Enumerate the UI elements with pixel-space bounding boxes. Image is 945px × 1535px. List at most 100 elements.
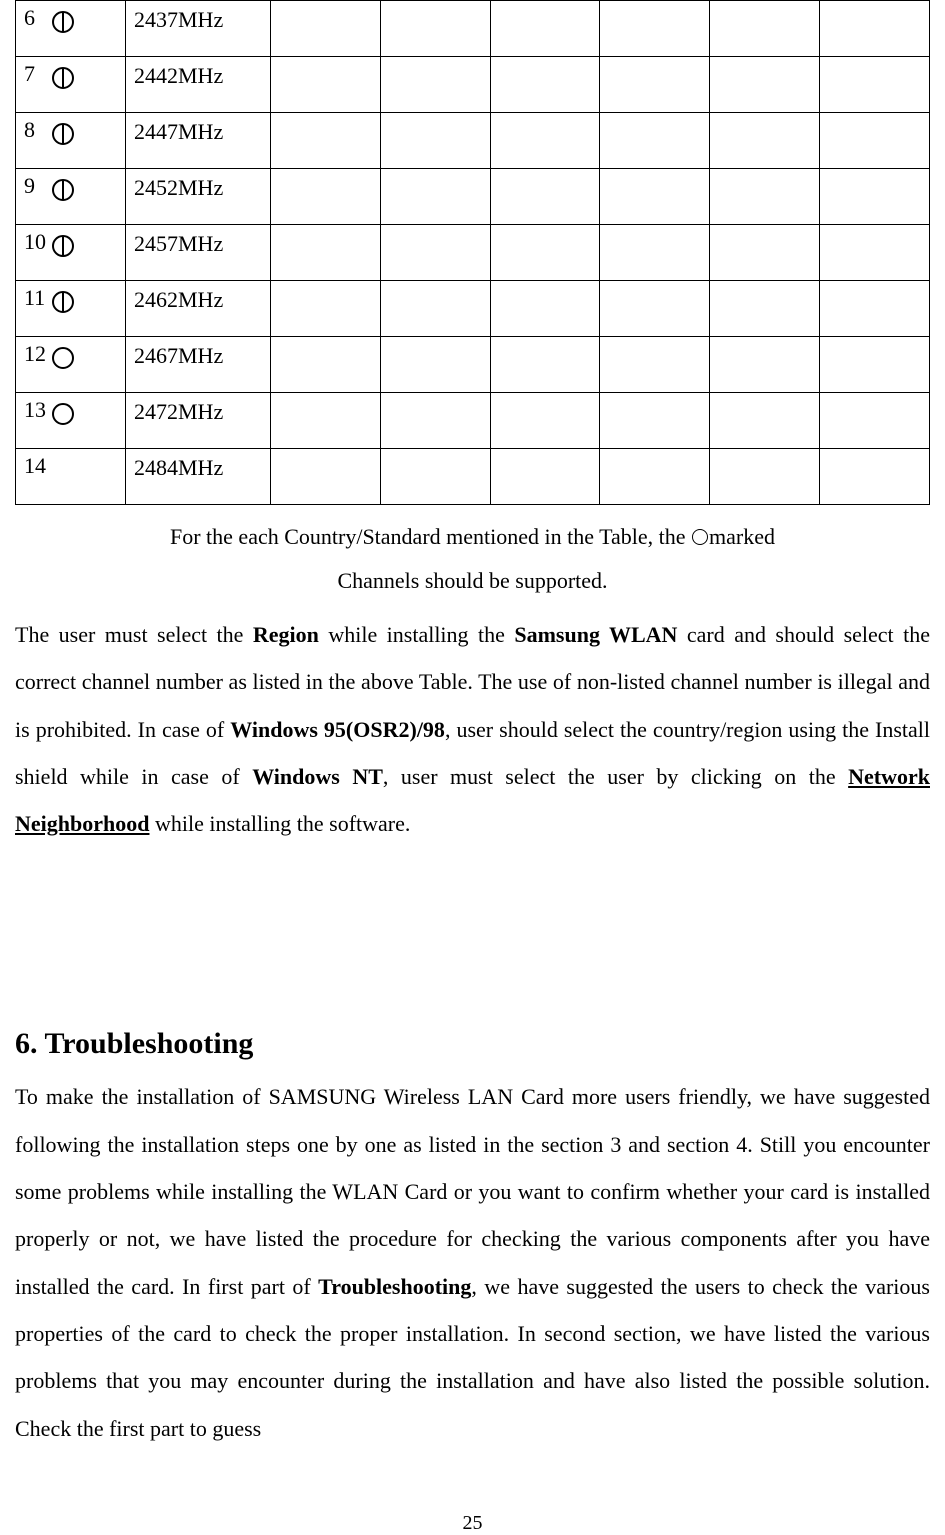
blank-cell — [271, 449, 381, 505]
blank-cell — [710, 449, 820, 505]
blank-cell — [271, 113, 381, 169]
text: , user must select the user by clicking … — [383, 764, 848, 789]
blank-cell — [380, 169, 490, 225]
supported-mark-icon — [52, 11, 74, 33]
blank-cell — [820, 449, 930, 505]
blank-cell — [710, 393, 820, 449]
blank-cell — [271, 57, 381, 113]
blank-cell — [600, 281, 710, 337]
blank-cell — [710, 113, 820, 169]
troubleshooting-paragraph: To make the installation of SAMSUNG Wire… — [15, 1073, 930, 1451]
blank-cell — [380, 1, 490, 57]
blank-cell — [820, 169, 930, 225]
blank-cell — [271, 1, 381, 57]
frequency-cell: 2447MHz — [126, 113, 271, 169]
supported-mark-icon — [52, 179, 74, 201]
blank-cell — [600, 57, 710, 113]
bold-troubleshooting: Troubleshooting — [318, 1274, 471, 1299]
channel-number: 12 — [24, 343, 46, 365]
channel-cell: 7 — [16, 57, 126, 113]
blank-cell — [600, 449, 710, 505]
table-row: 6 2437MHz — [16, 1, 930, 57]
channel-cell: 8 — [16, 113, 126, 169]
blank-cell — [490, 57, 600, 113]
blank-cell — [490, 337, 600, 393]
text: The user must select the — [15, 622, 253, 647]
caption-line2: Channels should be supported. — [337, 568, 607, 593]
supported-mark-icon — [52, 235, 74, 257]
supported-mark-icon — [52, 67, 74, 89]
channel-number: 10 — [24, 231, 46, 253]
channel-number: 8 — [24, 119, 46, 141]
channel-cell: 6 — [16, 1, 126, 57]
blank-cell — [271, 225, 381, 281]
bold-windows-95-98: Windows 95(OSR2)/98 — [230, 717, 445, 742]
text: while installing the software. — [149, 811, 410, 836]
table-row: 132472MHz — [16, 393, 930, 449]
frequency-cell: 2462MHz — [126, 281, 271, 337]
blank-cell — [490, 169, 600, 225]
blank-cell — [600, 169, 710, 225]
blank-cell — [271, 281, 381, 337]
blank-cell — [490, 281, 600, 337]
table-row: 7 2442MHz — [16, 57, 930, 113]
channel-number: 11 — [24, 287, 46, 309]
blank-cell — [490, 113, 600, 169]
blank-cell — [710, 281, 820, 337]
frequency-cell: 2457MHz — [126, 225, 271, 281]
channel-number: 13 — [24, 399, 46, 421]
channel-cell: 10 — [16, 225, 126, 281]
blank-cell — [820, 393, 930, 449]
blank-cell — [820, 281, 930, 337]
blank-cell — [710, 169, 820, 225]
table-row: 14 2484MHz — [16, 449, 930, 505]
blank-cell — [380, 225, 490, 281]
blank-cell — [380, 113, 490, 169]
blank-cell — [490, 225, 600, 281]
frequency-cell: 2452MHz — [126, 169, 271, 225]
frequency-cell: 2442MHz — [126, 57, 271, 113]
channel-number: 14 — [24, 455, 46, 477]
channel-cell: 13 — [16, 393, 126, 449]
circle-icon — [692, 529, 708, 545]
caption-suffix: marked — [709, 524, 775, 549]
blank-cell — [271, 337, 381, 393]
bold-region: Region — [253, 622, 319, 647]
table-row: 10 2457MHz — [16, 225, 930, 281]
channel-frequency-table: 6 2437MHz 7 2442MHz 8 2447MHz92452MHz 10 2457MH… — [15, 0, 930, 505]
region-instructions-paragraph: The user must select the Region while in… — [15, 611, 930, 847]
channel-cell: 9 — [16, 169, 126, 225]
channel-number: 7 — [24, 63, 46, 85]
frequency-cell: 2484MHz — [126, 449, 271, 505]
supported-mark-icon — [52, 403, 74, 425]
blank-cell — [600, 225, 710, 281]
table-row: 12 2467MHz — [16, 337, 930, 393]
blank-cell — [380, 57, 490, 113]
channel-cell: 11 — [16, 281, 126, 337]
blank-cell — [820, 113, 930, 169]
table-caption: For the each Country/Standard mentioned … — [15, 515, 930, 603]
caption-prefix: For the each Country/Standard mentioned … — [170, 524, 691, 549]
blank-cell — [600, 113, 710, 169]
supported-mark-icon — [52, 123, 74, 145]
frequency-cell: 2437MHz — [126, 1, 271, 57]
channel-cell: 12 — [16, 337, 126, 393]
blank-cell — [820, 337, 930, 393]
section-heading-troubleshooting: 6. Troubleshooting — [15, 1027, 930, 1061]
blank-cell — [490, 449, 600, 505]
table-row: 11 2462MHz — [16, 281, 930, 337]
table-row: 8 2447MHz — [16, 113, 930, 169]
blank-cell — [710, 1, 820, 57]
bold-samsung-wlan: Samsung WLAN — [514, 622, 677, 647]
blank-cell — [710, 57, 820, 113]
blank-cell — [380, 337, 490, 393]
blank-cell — [820, 225, 930, 281]
blank-cell — [600, 1, 710, 57]
blank-cell — [271, 393, 381, 449]
frequency-cell: 2467MHz — [126, 337, 271, 393]
channel-number: 6 — [24, 7, 46, 29]
text: while installing the — [319, 622, 514, 647]
text: To make the installation of SAMSUNG Wire… — [15, 1084, 930, 1298]
blank-cell — [271, 169, 381, 225]
blank-cell — [710, 225, 820, 281]
